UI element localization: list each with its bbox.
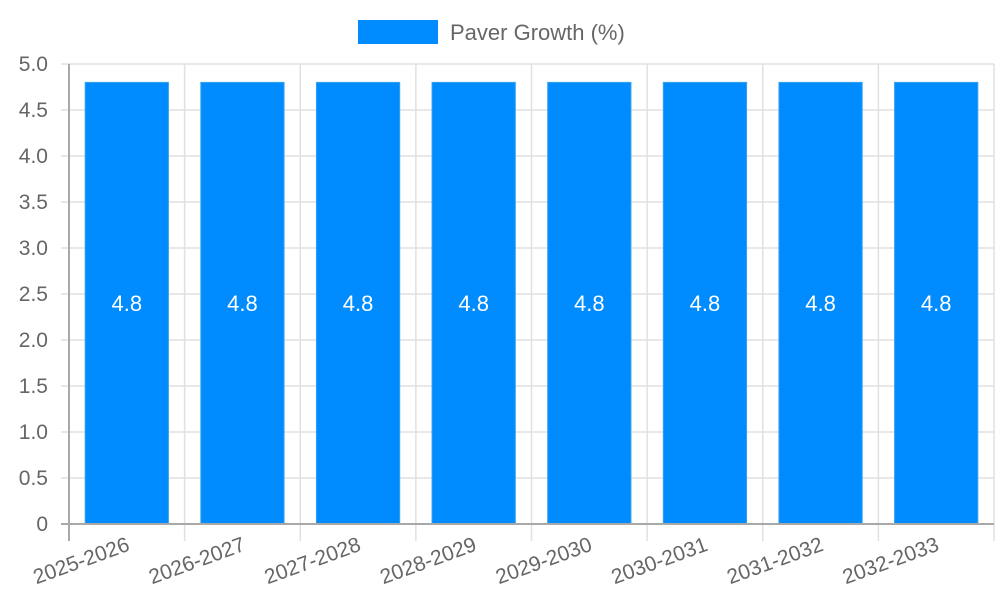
y-tick-label: 5.0 — [19, 53, 48, 76]
legend-swatch[interactable] — [358, 20, 438, 44]
y-tick-label: 4.5 — [19, 99, 48, 122]
bars: 4.8 4.8 4.8 4.8 4.8 4.8 4.8 4.8 — [84, 81, 979, 525]
y-tick-label: 2.5 — [19, 283, 48, 306]
bar[interactable]: 4.8 — [894, 81, 979, 525]
bar-value-label: 4.8 — [574, 291, 605, 316]
bar[interactable]: 4.8 — [200, 81, 285, 525]
bar[interactable]: 4.8 — [547, 81, 632, 525]
bar-value-label: 4.8 — [805, 291, 836, 316]
bar-value-label: 4.8 — [227, 291, 258, 316]
x-tick-label: 2025-2026 — [30, 533, 132, 589]
bar[interactable]: 4.8 — [662, 81, 748, 525]
legend-label[interactable]: Paver Growth (%) — [450, 20, 625, 45]
y-tick-label: 1.0 — [19, 421, 48, 444]
x-tick-label: 2032-2033 — [840, 533, 942, 589]
y-tick-label: 2.0 — [19, 329, 48, 352]
x-axis-tick-labels: 2025-2026 2026-2027 2027-2028 2028-2029 2029… — [30, 533, 942, 589]
x-tick-label: 2031-2032 — [724, 533, 826, 589]
x-tick-label: 2028-2029 — [377, 533, 479, 589]
y-tick-label: 0.5 — [19, 467, 48, 490]
y-tick-label: 3.5 — [19, 191, 48, 214]
bar[interactable]: 4.8 — [84, 81, 169, 525]
y-tick-label: 0 — [36, 513, 48, 536]
bar[interactable]: 4.8 — [431, 81, 516, 525]
y-tick-label: 1.5 — [19, 375, 48, 398]
axes — [61, 64, 994, 541]
bar-value-label: 4.8 — [921, 291, 952, 316]
x-tick-label: 2029-2030 — [493, 533, 595, 589]
x-tick-label: 2027-2028 — [262, 533, 364, 589]
x-tick-label: 2026-2027 — [146, 533, 248, 589]
bar-value-label: 4.8 — [343, 291, 374, 316]
legend[interactable]: Paver Growth (%) — [358, 20, 625, 45]
y-tick-label: 3.0 — [19, 237, 48, 260]
x-tick-label: 2030-2031 — [608, 533, 710, 589]
bar-value-label: 4.8 — [112, 291, 143, 316]
y-axis-tick-labels: 0 0.5 1.0 1.5 2.0 2.5 3.0 3.5 4.0 4.5 5.0 — [19, 53, 48, 536]
bar[interactable]: 4.8 — [315, 81, 401, 525]
bar-value-label: 4.8 — [458, 291, 489, 316]
bar[interactable]: 4.8 — [778, 81, 863, 525]
bar-value-label: 4.8 — [690, 291, 721, 316]
y-tick-label: 4.0 — [19, 145, 48, 168]
